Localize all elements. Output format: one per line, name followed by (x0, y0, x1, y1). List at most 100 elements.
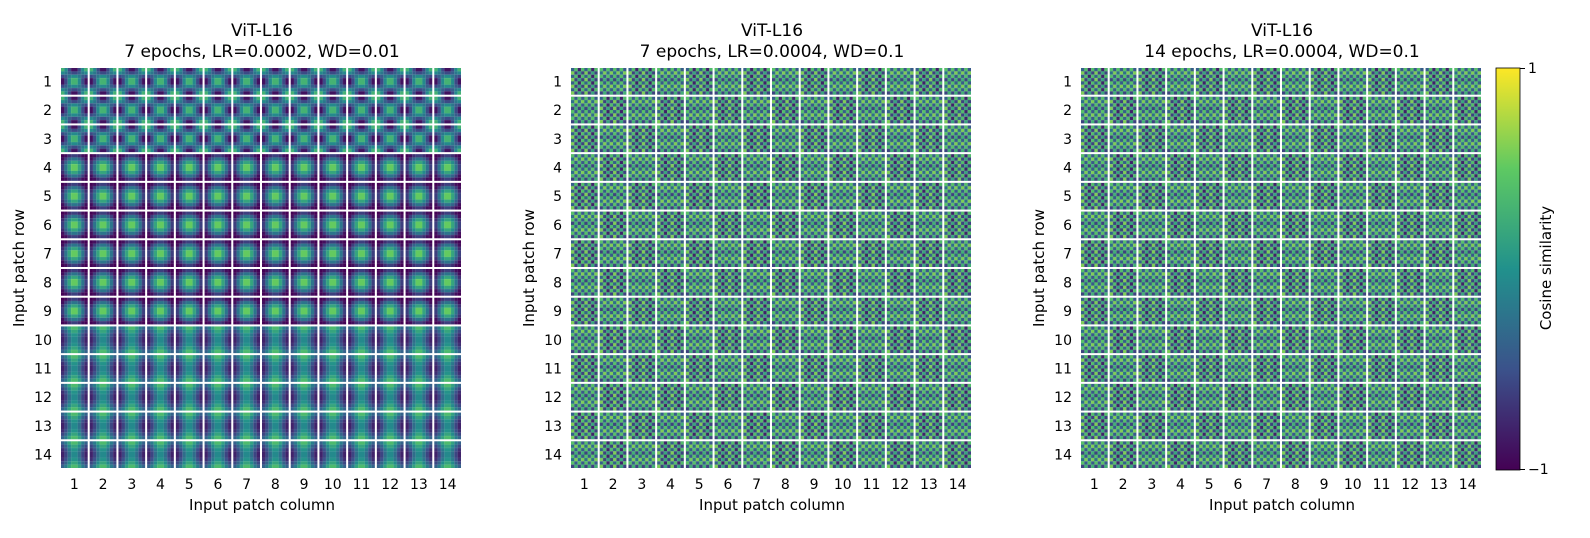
patch-cell-r7-c10 (319, 240, 347, 267)
patch-cell-r2-c8 (1282, 96, 1309, 124)
panel-title-line2: 7 epochs, LR=0.0002, WD=0.01 (124, 42, 399, 62)
patch-cell-r14-c3 (1138, 441, 1166, 468)
patch-cell-r6-c11 (858, 211, 885, 239)
patch-cell-r2-c3 (628, 96, 656, 124)
y-tick-label: 12 (34, 390, 52, 406)
patch-cell-r10-c2 (89, 326, 117, 354)
y-tick-label: 9 (553, 304, 562, 320)
patch-cell-r1-c13 (1425, 68, 1453, 95)
patch-cell-r7-c13 (1425, 240, 1453, 267)
patch-cell-r3-c12 (376, 125, 404, 153)
patch-cell-r11-c12 (376, 355, 404, 382)
patch-cell-r9-c10 (829, 297, 857, 325)
x-tick-label: 14 (439, 477, 457, 493)
patch-cell-r13-c2 (1109, 412, 1137, 440)
patch-cell-r5-c1 (571, 182, 598, 210)
patch-cell-r14-c14 (944, 441, 971, 468)
patch-cell-r5-c8 (1282, 182, 1309, 210)
patch-cell-r8-c2 (89, 269, 117, 296)
patch-cell-r1-c4 (1167, 68, 1194, 95)
patch-cell-r1-c1 (571, 68, 598, 95)
x-tick-label: 14 (949, 477, 967, 493)
patch-cell-r14-c3 (118, 441, 146, 468)
patch-cell-r1-c8 (772, 68, 799, 95)
patch-cell-r5-c10 (829, 182, 857, 210)
patch-cell-r2-c13 (1425, 96, 1453, 124)
patch-cell-r11-c3 (118, 355, 146, 382)
patch-cell-r3-c13 (1425, 125, 1453, 153)
heatmap-panel-2: ViT-L16 7 epochs, LR=0.0004, WD=0.1 1234… (520, 21, 972, 514)
patch-cell-r11-c4 (1167, 355, 1194, 382)
patch-cell-r7-c10 (1339, 240, 1367, 267)
x-tick-label: 7 (1262, 477, 1271, 493)
colorbar-max-label: 1 (1528, 61, 1537, 77)
x-tick-label: 13 (410, 477, 428, 493)
patch-cell-r12-c1 (61, 383, 88, 411)
patch-cell-r5-c6 (204, 182, 232, 210)
y-tick-label: 8 (1063, 275, 1072, 291)
patch-cell-r9-c11 (858, 297, 885, 325)
patch-cell-r13-c2 (599, 412, 627, 440)
patch-cell-r11-c6 (714, 355, 742, 382)
patch-cell-r11-c14 (434, 355, 461, 382)
patch-cell-r9-c3 (118, 297, 146, 325)
patch-cell-r6-c6 (1224, 211, 1252, 239)
patch-cell-r8-c9 (800, 269, 828, 296)
patch-cell-r4-c2 (1109, 154, 1137, 181)
patch-cell-r14-c5 (175, 441, 203, 468)
patch-cell-r8-c3 (628, 269, 656, 296)
patch-cell-r5-c6 (714, 182, 742, 210)
patch-cell-r6-c3 (1138, 211, 1166, 239)
patch-cell-r3-c13 (915, 125, 943, 153)
patch-cell-r1-c8 (262, 68, 289, 95)
patch-cell-r6-c10 (1339, 211, 1367, 239)
patch-cell-r1-c13 (405, 68, 433, 95)
patch-cell-r10-c12 (1396, 326, 1424, 354)
patch-cell-r13-c10 (1339, 412, 1367, 440)
patch-cell-r7-c6 (1224, 240, 1252, 267)
patch-cell-r10-c6 (714, 326, 742, 354)
patch-cell-r10-c14 (434, 326, 461, 354)
y-tick-label: 11 (544, 362, 562, 378)
patch-cell-r6-c13 (405, 211, 433, 239)
patch-cell-r4-c5 (685, 154, 713, 181)
patch-cell-r6-c8 (772, 211, 799, 239)
patch-cell-r13-c5 (175, 412, 203, 440)
x-tick-label: 5 (695, 477, 704, 493)
patch-cell-r5-c1 (1081, 182, 1108, 210)
patch-cell-r1-c7 (743, 68, 770, 95)
patch-cell-r6-c12 (1396, 211, 1424, 239)
patch-cell-r1-c6 (1224, 68, 1252, 95)
patch-cell-r1-c5 (1195, 68, 1223, 95)
patch-cell-r4-c1 (61, 154, 88, 181)
patch-cell-r7-c3 (118, 240, 146, 267)
patch-cell-r2-c2 (89, 96, 117, 124)
patch-cell-r4-c11 (348, 154, 375, 181)
patch-cell-r8-c7 (1253, 269, 1280, 296)
y-tick-label: 4 (43, 161, 52, 177)
patch-cell-r5-c9 (290, 182, 318, 210)
x-tick-label: 2 (99, 477, 108, 493)
patch-cell-r6-c11 (348, 211, 375, 239)
patch-cell-r7-c5 (175, 240, 203, 267)
patch-cell-r8-c9 (1310, 269, 1338, 296)
patch-cell-r5-c4 (657, 182, 684, 210)
patch-cell-r6-c2 (89, 211, 117, 239)
patch-cell-r1-c14 (1454, 68, 1481, 95)
y-tick-label: 6 (43, 218, 52, 234)
patch-cell-r4-c1 (571, 154, 598, 181)
y-tick-label: 6 (553, 218, 562, 234)
patch-cell-r5-c5 (685, 182, 713, 210)
patch-cell-r1-c1 (1081, 68, 1108, 95)
patch-cell-r1-c11 (1368, 68, 1395, 95)
patch-cell-r1-c3 (118, 68, 146, 95)
patch-cell-r1-c6 (204, 68, 232, 95)
patch-cell-r9-c9 (800, 297, 828, 325)
patch-cell-r13-c7 (233, 412, 260, 440)
patch-cell-r6-c5 (1195, 211, 1223, 239)
patch-cell-r9-c9 (1310, 297, 1338, 325)
patch-cell-r11-c14 (1454, 355, 1481, 382)
patch-cell-r8-c2 (1109, 269, 1137, 296)
patch-cell-r7-c9 (1310, 240, 1338, 267)
patch-cell-r2-c6 (204, 96, 232, 124)
